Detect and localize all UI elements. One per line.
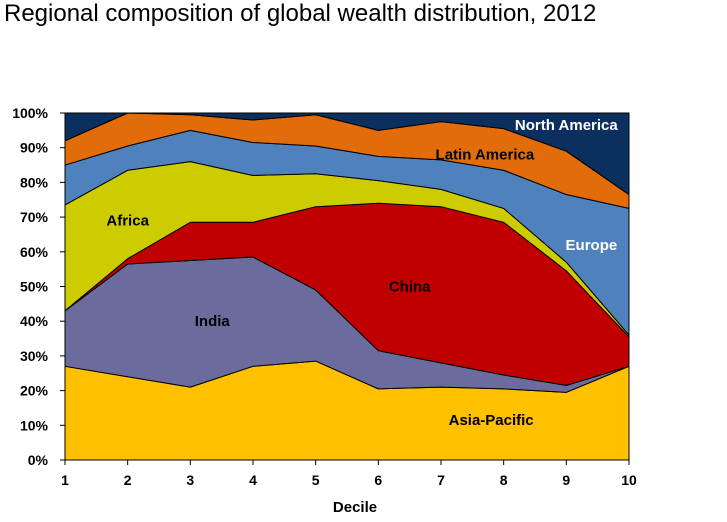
y-tick-label: 20% — [20, 383, 49, 399]
label-china: China — [389, 279, 431, 296]
x-tick-label: 6 — [374, 472, 382, 488]
y-tick-label: 90% — [20, 140, 49, 156]
chart-title: Regional composition of global wealth di… — [4, 0, 597, 27]
label-latin-america: Latin America — [436, 147, 535, 164]
y-tick-label: 40% — [20, 313, 49, 329]
y-tick-label: 50% — [20, 279, 49, 295]
x-tick-label: 8 — [500, 472, 508, 488]
y-tick-label: 60% — [20, 244, 49, 260]
y-tick-label: 80% — [20, 174, 49, 190]
x-tick-label: 7 — [437, 472, 445, 488]
region-labels: Asia-Pacific India China Africa Europe Latin … — [106, 117, 618, 429]
label-europe: Europe — [566, 237, 618, 254]
y-tick-label: 30% — [20, 348, 49, 364]
label-africa: Africa — [106, 213, 149, 230]
axes: 0% 10% 20% 30% 40% 50% 60% 70% 80% 90% 100% 1 2 3 4 5 6 7… — [12, 105, 637, 488]
label-north-america: North America — [515, 117, 618, 134]
x-tick-label: 1 — [61, 472, 69, 488]
area-layers — [64, 112, 630, 461]
x-tick-label: 3 — [186, 472, 194, 488]
label-india: India — [195, 313, 231, 330]
x-tick-label: 10 — [621, 472, 637, 488]
y-tick-label: 70% — [20, 209, 49, 225]
x-tick-label: 9 — [562, 472, 570, 488]
y-tick-label: 10% — [20, 417, 49, 433]
x-tick-label: 5 — [312, 472, 320, 488]
y-tick-label: 0% — [28, 452, 49, 468]
x-tick-label: 4 — [249, 472, 257, 488]
x-axis-label: Decile — [333, 499, 377, 516]
x-tick-label: 2 — [124, 472, 132, 488]
label-asia-pacific: Asia-Pacific — [449, 412, 534, 429]
y-tick-label: 100% — [12, 105, 48, 121]
